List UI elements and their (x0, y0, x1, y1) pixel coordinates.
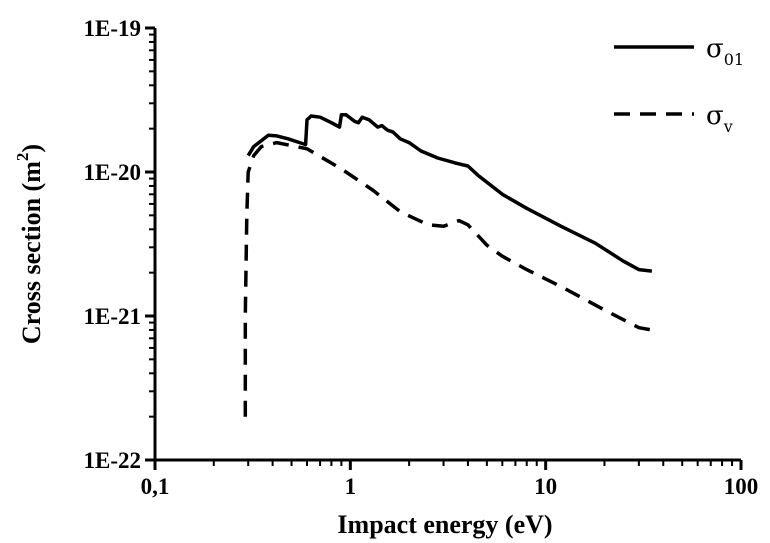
legend-label-sigma-v-base: σ (706, 101, 724, 131)
legend: σ01 σv (614, 34, 744, 136)
x-tick-label: 0,1 (141, 474, 170, 499)
y-tick-label: 1E-22 (84, 448, 142, 473)
x-tick-label: 100 (724, 474, 759, 499)
legend-label-sigma-01-base: σ (706, 34, 724, 64)
legend-label-sigma-01-sub: 01 (724, 50, 744, 69)
y-axis-title-sup: 2 (13, 153, 32, 162)
y-tick-label: 1E-21 (84, 304, 142, 329)
y-axis-title-close: ) (17, 144, 46, 153)
legend-label-sigma-v-sub: v (723, 117, 733, 136)
y-tick-label: 1E-19 (84, 16, 142, 41)
x-tick-label: 10 (534, 474, 557, 499)
legend-label-sigma-01: σ01 (706, 34, 744, 69)
y-axis-title: Cross section (m2) (13, 144, 46, 344)
x-tick-label: 1 (345, 474, 357, 499)
y-tick-label: 1E-20 (84, 160, 142, 185)
series-line-σ01 (246, 112, 653, 273)
axes: 0,1 1 10 100 1E-22 1E-21 1E-20 1E-19 (84, 16, 759, 499)
series-layer (243, 112, 653, 417)
x-axis-title: Impact energy (eV) (337, 510, 552, 539)
series-line-σv (243, 140, 653, 417)
legend-label-sigma-v: σv (706, 101, 733, 136)
y-axis-title-main: Cross section (m (17, 161, 46, 344)
